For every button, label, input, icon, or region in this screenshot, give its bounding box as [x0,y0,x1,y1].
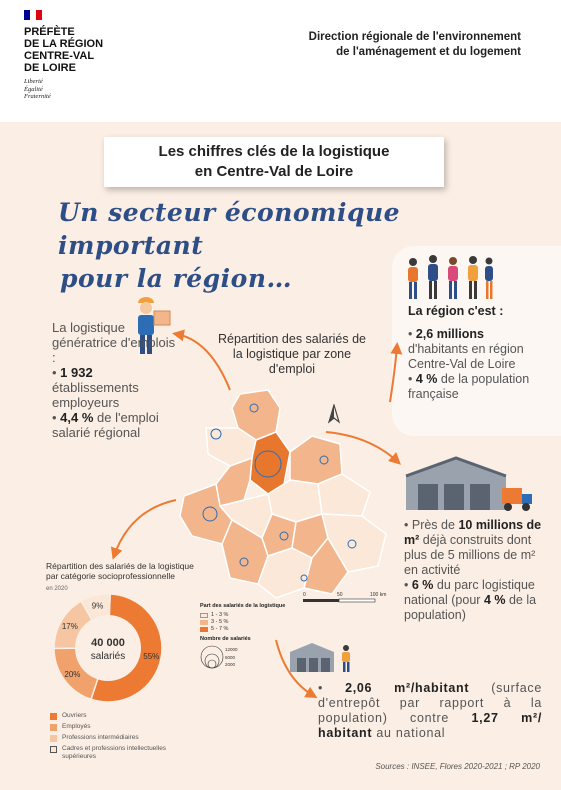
donut-label-2: 17% [62,622,78,631]
per-capita-facts: • 2,06 m²/habitant (surface d'entrepôt p… [318,681,542,740]
marianne-flag-icon [24,10,42,20]
directorate-name: Direction régionale de l'environnement d… [308,31,521,58]
map-scale-bar: 0 50 100 km [303,592,386,603]
map-legend: Part des salariés de la logistique 1 - 3… [200,603,286,669]
region-facts: La région c'est : • 2,6 millions d'habit… [408,304,530,401]
legend-item: Professions intermédiaires [50,734,190,742]
donut-center-label: salariés [91,651,125,662]
map-title: Répartition des salariés de la logistiqu… [218,332,366,376]
prefecture-logo-block [18,8,135,112]
republic-motto: Liberté Égalité Fraternité [24,78,51,100]
warehouse-icon [405,456,532,511]
donut-label-0: 55% [143,652,159,661]
scale-label-0: 0 [303,592,306,598]
donut-label-1: 20% [64,670,80,679]
size-legend-circles [200,645,224,669]
employment-block: La logistique génératrice d'emplois : • … [52,320,176,440]
legend-item: Ouvriers [50,712,190,720]
donut-subtitle: en 2020 [46,586,68,592]
warehouse-facts: • Près de 10 millions de m² déjà constru… [404,518,542,622]
legend-item: Cadres et professions intellectuelles su… [50,745,190,761]
small-warehouse-icon [290,643,350,672]
people-icon [408,255,493,299]
legend-item: Employés [50,723,190,731]
section-subtitle: Un secteur économique important pour la … [58,198,401,293]
north-arrow-icon [327,404,341,424]
scale-label-100: 100 km [370,592,386,598]
region-map [179,389,387,599]
scale-label-50: 50 [337,592,343,598]
donut-hole [75,615,141,681]
donut-label-3: 9% [92,601,104,610]
donut-title: Répartition des salariés de la logistiqu… [46,561,194,581]
donut-legend: Ouvriers Employés Professions intermédia… [50,712,190,764]
page-title: Les chiffres clés de la logistique en Ce… [104,137,444,187]
donut-center-value: 40 000 [91,637,125,649]
worker-carrying-box-icon [138,297,171,354]
donut-chart: 40 000 salariés 55% 20% 17% 9% [53,593,163,703]
sources-note: Sources : INSEE, Flores 2020-2021 ; RP 2… [375,762,540,771]
prefecture-name: PRÉFÈTE DE LA RÉGION CENTRE-VAL DE LOIRE [24,26,104,74]
